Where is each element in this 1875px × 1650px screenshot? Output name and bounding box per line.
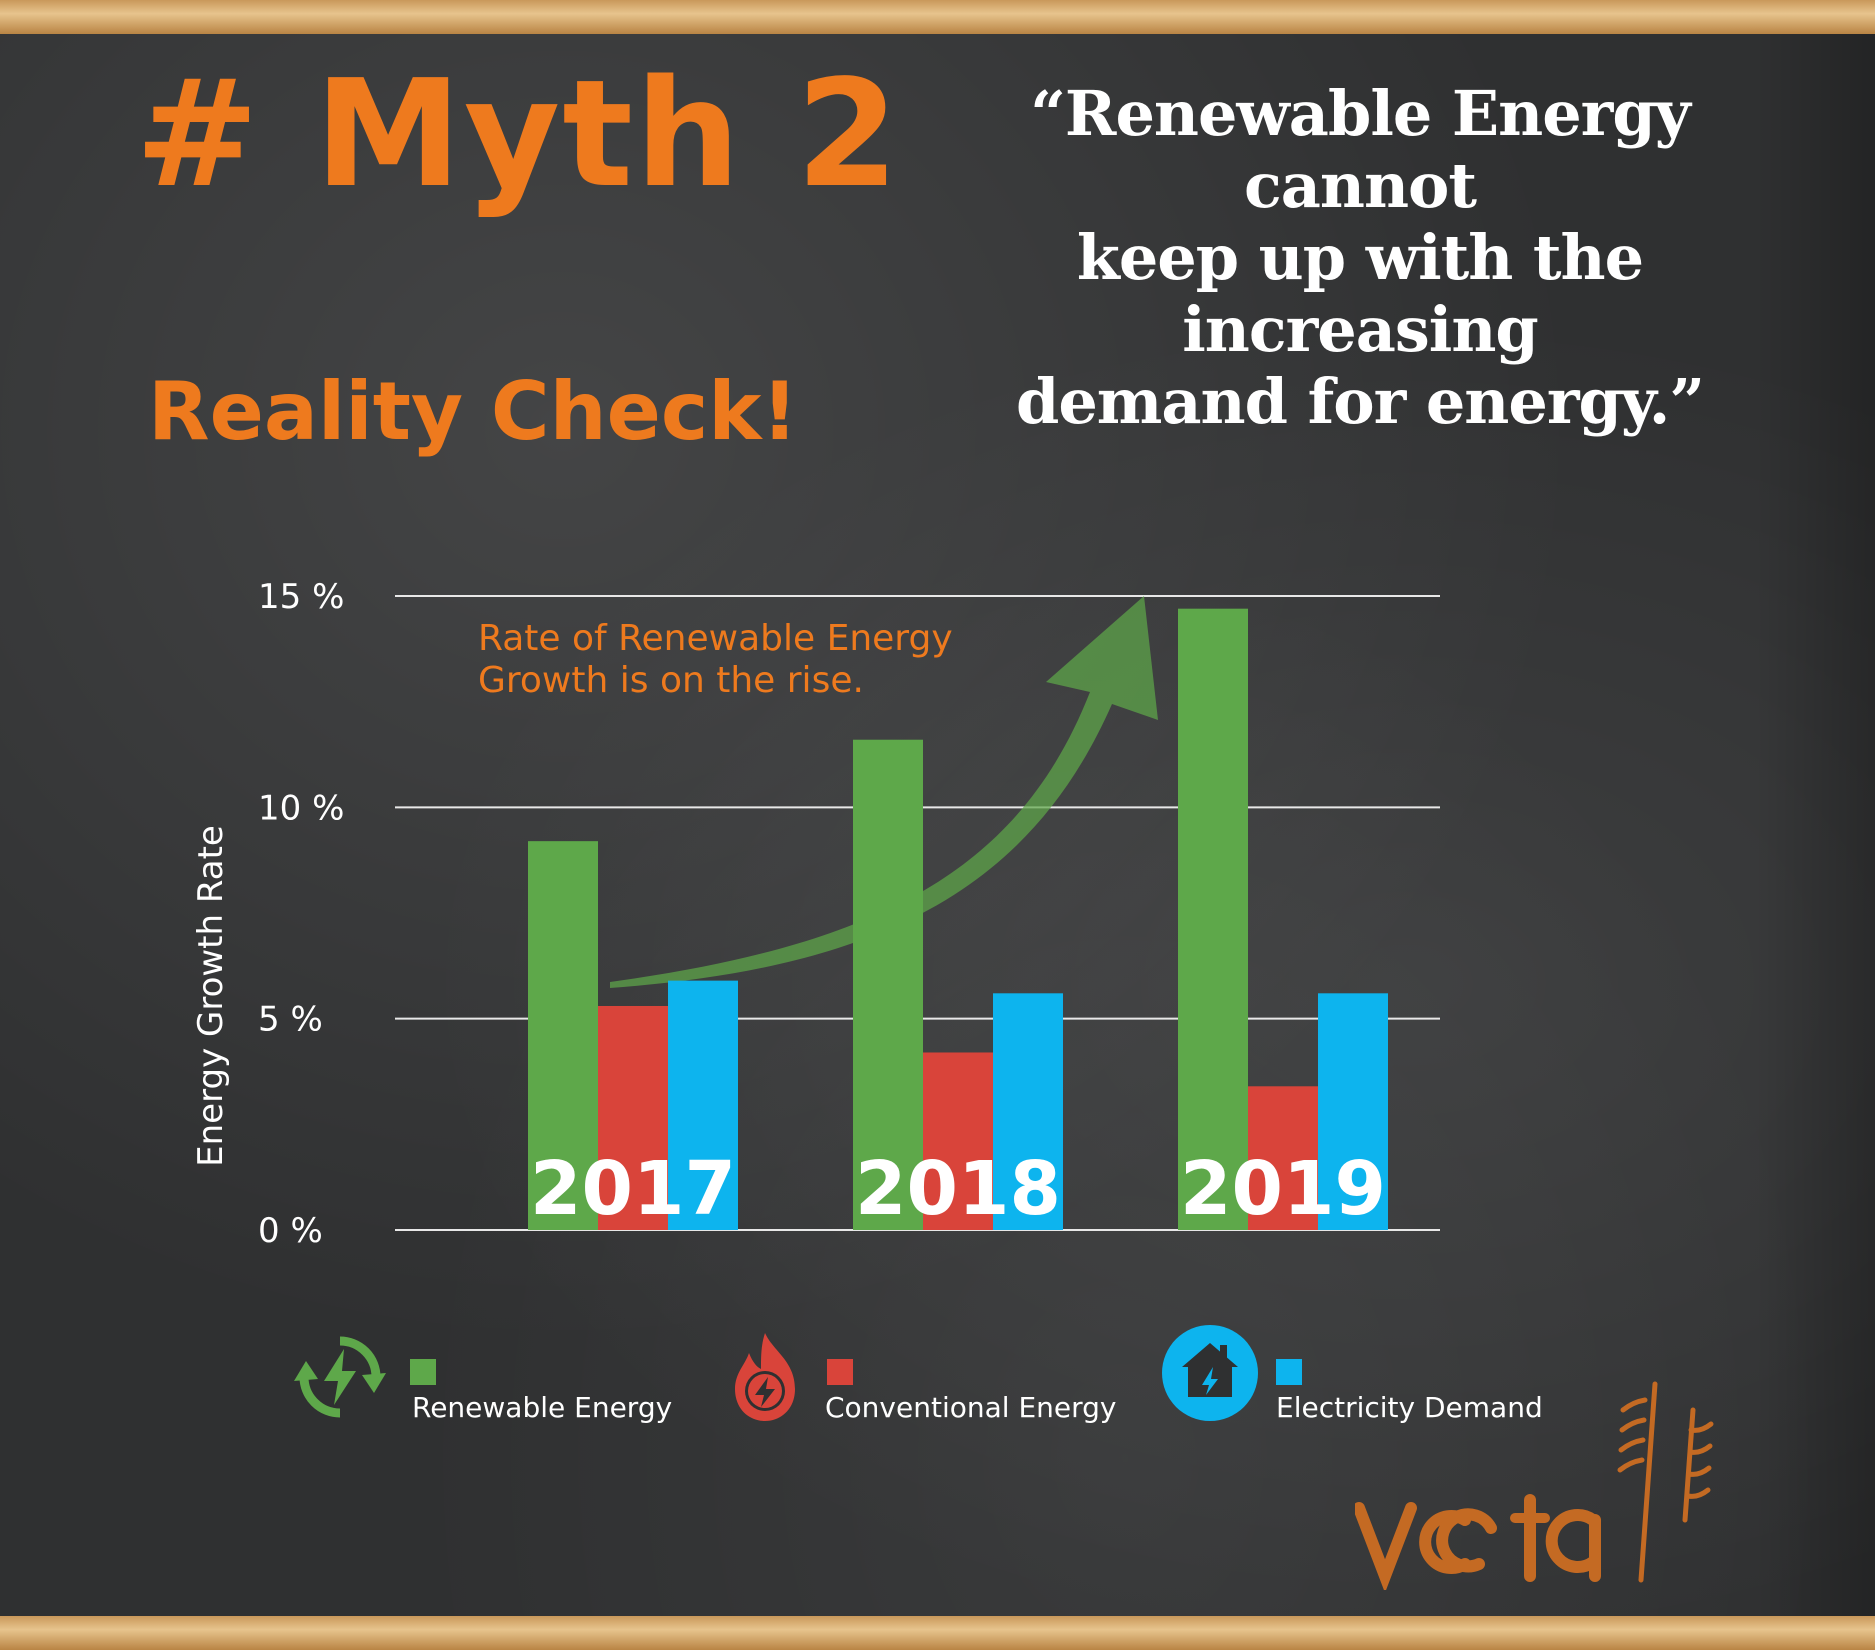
voltta-logo (1355, 1381, 1714, 1590)
legend-label-demand: Electricity Demand (1276, 1391, 1543, 1424)
quote-line-3: demand for energy.” (1015, 365, 1705, 438)
x-category-label: 2019 (1180, 1146, 1386, 1232)
annotation-line-2: Growth is on the rise. (478, 660, 864, 701)
wood-frame-top (0, 0, 1875, 34)
bar-electricity-demand-2018 (993, 993, 1063, 1230)
y-tick-label: 5 % (258, 1000, 323, 1040)
legend-demand: Electricity Demand (1160, 1325, 1580, 1424)
chalkboard-background (0, 34, 1875, 1616)
bar-renewable-energy-2017 (528, 841, 598, 1230)
quote-line-1: “Renewable Energy cannot (1030, 77, 1690, 222)
legend-swatch-conventional (827, 1359, 853, 1385)
legend-swatch-demand (1276, 1359, 1302, 1385)
legend-renewable: Renewable Energy (290, 1335, 710, 1424)
myth-title: # Myth 2 (135, 48, 901, 220)
annotation-line-1: Rate of Renewable Energy (478, 618, 953, 659)
bar-conventional-energy-2019 (1248, 1086, 1318, 1230)
bar-electricity-demand-2019 (1318, 993, 1388, 1230)
legend-swatch-renewable (410, 1359, 436, 1385)
flame-bolt-icon (735, 1333, 795, 1421)
bar-conventional-energy-2017 (598, 1005, 668, 1230)
reality-check-heading: Reality Check! (148, 365, 798, 458)
myth-quote: “Renewable Energy cannot keep up with th… (960, 78, 1760, 438)
bar-renewable-energy-2019 (1178, 608, 1248, 1230)
bar-renewable-energy-2018 (853, 739, 923, 1230)
wood-frame-bottom (0, 1616, 1875, 1650)
legend-conventional: Conventional Energy (715, 1333, 1155, 1424)
legend-label-conventional: Conventional Energy (825, 1391, 1117, 1424)
quote-line-2: keep up with the increasing (1076, 221, 1644, 366)
recycle-bolt-icon (294, 1336, 386, 1418)
bar-conventional-energy-2018 (923, 1052, 993, 1230)
y-tick-label: 10 % (258, 788, 344, 828)
trend-arrow (610, 596, 1158, 988)
y-tick-label: 0 % (258, 1211, 323, 1251)
house-bolt-icon (1162, 1325, 1258, 1421)
bar-electricity-demand-2017 (668, 980, 738, 1230)
y-tick-label: 15 % (258, 577, 344, 617)
legend-label-renewable: Renewable Energy (412, 1391, 673, 1424)
y-axis-label: Energy Growth Rate (191, 825, 231, 1167)
x-category-label: 2017 (530, 1146, 736, 1232)
x-category-label: 2018 (855, 1146, 1061, 1232)
